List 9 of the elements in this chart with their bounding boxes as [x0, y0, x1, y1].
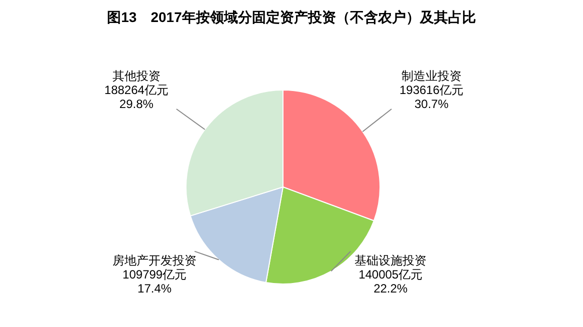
- slice-label: 其他投资: [112, 69, 160, 83]
- data-label: 193616亿元 30.7%: [399, 83, 464, 111]
- chart-title: 图13 2017年按领域分固定资产投资（不含农户）及其占比: [107, 9, 476, 25]
- slice-label: 房地产开发投资: [112, 253, 197, 268]
- data-label: 140005亿元 22.2%: [358, 267, 423, 296]
- data-label: 109799亿元 17.4%: [122, 267, 187, 296]
- slice-label: 基础设施投资: [354, 253, 427, 268]
- data-label: 188264亿元 29.8%: [104, 83, 168, 111]
- slice-label: 制造业投资: [402, 69, 462, 83]
